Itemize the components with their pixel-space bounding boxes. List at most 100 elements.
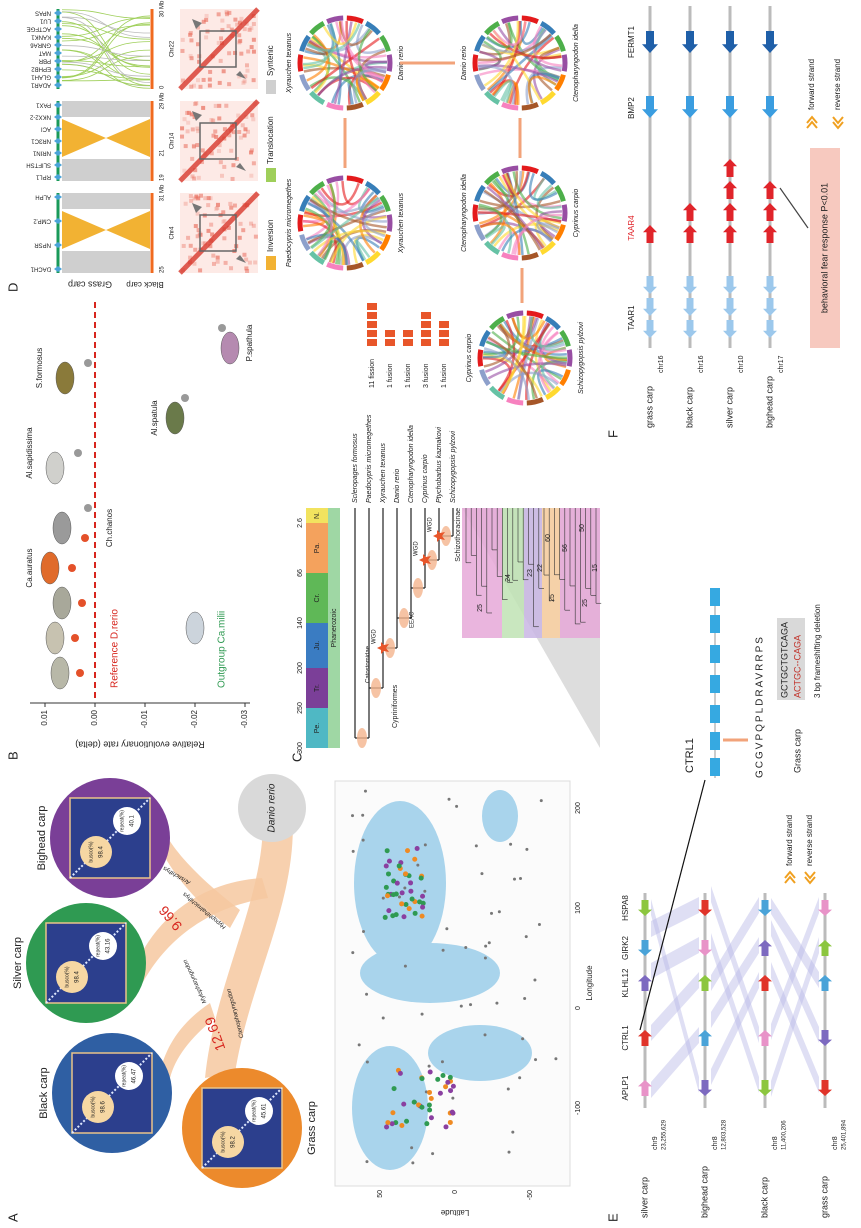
chromosome-arc xyxy=(472,204,479,222)
repeat-circle xyxy=(89,932,117,960)
land-dot xyxy=(403,964,407,968)
hic-cell xyxy=(244,257,249,262)
gene-arrow xyxy=(723,320,737,338)
rate-dot xyxy=(81,534,89,542)
gene-marker xyxy=(54,126,62,132)
occurrence-dot xyxy=(389,1121,395,1127)
land-dot xyxy=(361,838,365,842)
hic-cell xyxy=(189,56,194,61)
gene-arrow xyxy=(722,96,738,118)
hic-cell xyxy=(242,133,247,138)
chromosome-arc xyxy=(501,15,519,25)
hic-cell xyxy=(250,113,255,118)
hic-cell xyxy=(193,224,198,229)
gene-arrow xyxy=(723,203,737,221)
chromosome-arc xyxy=(299,234,311,252)
hic-cell xyxy=(228,201,233,206)
hic-cell xyxy=(203,196,208,201)
synteny-link xyxy=(651,899,699,1093)
reference-sequence: GCTGCTGTCAGA xyxy=(779,622,789,698)
synteny-chord xyxy=(477,211,562,223)
land-dot xyxy=(484,944,488,948)
syntenic-ribbon xyxy=(62,101,150,117)
time-label: 140 xyxy=(297,617,304,629)
translocation-line xyxy=(61,23,151,40)
gene-label: MAT xyxy=(38,49,51,55)
chromosome-arc xyxy=(566,349,573,367)
gene-arrow xyxy=(758,975,772,991)
occurrence-dot xyxy=(437,1090,443,1096)
hic-cell xyxy=(217,80,222,85)
gene-label: GIRK2 xyxy=(621,935,630,960)
hic-cell xyxy=(215,202,220,207)
legend-swatch xyxy=(266,80,276,94)
land-dot xyxy=(420,1012,424,1016)
occurrence-dot xyxy=(428,1096,434,1102)
land-dot xyxy=(459,1004,463,1008)
label: busco(%) xyxy=(90,1096,96,1117)
time-label: 66 xyxy=(297,569,304,577)
chromosome-arc xyxy=(364,21,381,36)
hic-cell xyxy=(194,194,199,199)
land-dot xyxy=(381,1016,385,1020)
translocation-line xyxy=(61,49,151,80)
gene-arrow xyxy=(758,1080,772,1096)
chromosome-label: chr8 xyxy=(712,1136,719,1150)
clade-label: Schizothoracinae xyxy=(455,508,462,562)
species-name: bighead carp xyxy=(699,1166,709,1218)
hic-cell xyxy=(214,134,219,139)
hic-cell xyxy=(215,206,220,211)
fish xyxy=(45,451,65,485)
species-name: Silver carp xyxy=(12,937,24,989)
chromosome-arc xyxy=(346,15,364,25)
land-dot xyxy=(455,804,459,808)
hic-cell xyxy=(224,103,229,108)
label: Danio rerio xyxy=(267,783,278,832)
synteny-chord xyxy=(492,21,527,46)
circos-label: Ctenopharyngodon idella xyxy=(461,174,468,252)
synteny-chord xyxy=(536,184,562,209)
hic-cell xyxy=(192,83,197,88)
genus: Mylopharyngodon xyxy=(182,958,208,1004)
gene-label: KLHL12 xyxy=(621,968,630,997)
chromosome-arc xyxy=(379,194,391,212)
gene-label: TAAR4 xyxy=(627,215,636,241)
chromosome-label: chr10 xyxy=(738,355,745,373)
synteny-chord xyxy=(302,188,371,223)
hic-cell xyxy=(241,80,246,85)
hic-cell xyxy=(249,26,254,31)
karyotype-bar xyxy=(439,321,449,328)
scale-label: 29 Mb xyxy=(160,92,166,109)
map-tick: 0 xyxy=(575,1006,582,1010)
chromosome-arc xyxy=(297,214,304,232)
hic-cell xyxy=(220,18,225,23)
hic-diagonal xyxy=(69,797,151,879)
hic-cell xyxy=(204,35,209,40)
karyotype-bar xyxy=(367,312,377,319)
period xyxy=(306,708,328,748)
hic-cell xyxy=(236,113,241,118)
occurrence-dot xyxy=(447,1119,453,1125)
circos-label: Xyrauchen texanus xyxy=(398,193,405,254)
fish xyxy=(220,331,240,365)
land-dot xyxy=(483,956,487,960)
occurrence-dot xyxy=(391,1086,397,1092)
synteny-link xyxy=(711,972,759,1085)
synteny-chord xyxy=(485,225,506,245)
hic-cell xyxy=(243,127,248,132)
hic-cell xyxy=(222,127,227,132)
synteny-chord xyxy=(501,315,527,395)
inversion-ribbon xyxy=(62,119,150,157)
land-dot xyxy=(495,1001,499,1005)
rate-dot xyxy=(76,669,84,677)
occurrence-dot xyxy=(412,856,418,862)
synteny-chord xyxy=(532,48,561,100)
hic-pointer xyxy=(236,255,246,263)
landmass xyxy=(352,1046,428,1170)
fish xyxy=(45,621,65,655)
species-label: Al.sapidissima xyxy=(25,427,34,479)
occurrence-dot xyxy=(419,913,425,919)
label: 98.4 xyxy=(75,971,81,983)
phylogeny-band xyxy=(160,838,240,928)
chromosome-arc xyxy=(484,21,501,36)
